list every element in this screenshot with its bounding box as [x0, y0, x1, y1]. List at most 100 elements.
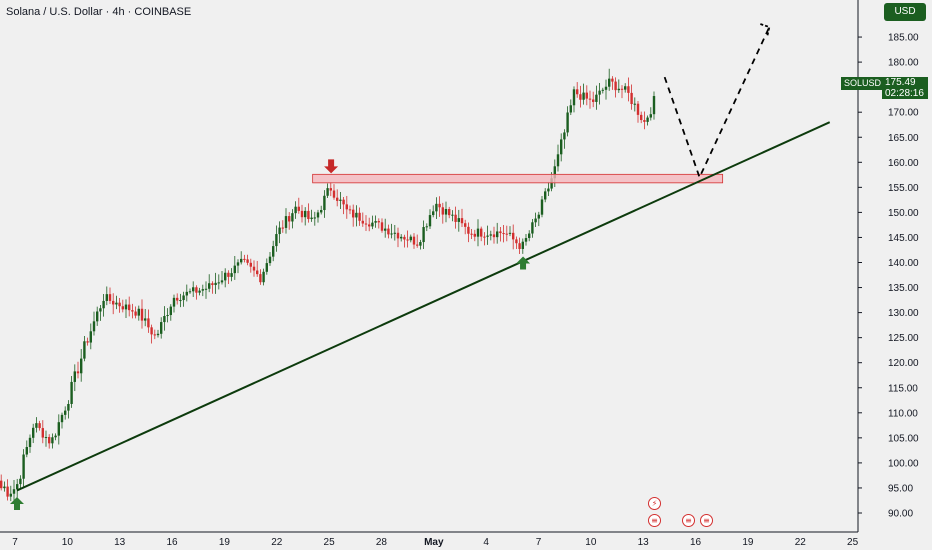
candle-body: [38, 423, 41, 429]
time-tick-label: 16: [690, 537, 702, 548]
candle: [115, 295, 118, 310]
chart-title: Solana / U.S. Dollar · 4h · COINBASE: [6, 6, 192, 18]
candle-body: [416, 244, 419, 246]
candle: [307, 203, 310, 223]
candle: [534, 212, 537, 228]
candle-body: [124, 304, 128, 310]
candle-body: [652, 96, 656, 115]
candle: [428, 209, 432, 230]
candle: [297, 197, 300, 214]
candle-body: [278, 227, 281, 235]
candle: [576, 82, 579, 98]
time-tick-label: 22: [795, 537, 807, 548]
candle: [304, 207, 307, 226]
us-flag-event-icon[interactable]: ≡: [700, 514, 713, 527]
us-flag-event-icon[interactable]: ≡: [648, 514, 661, 527]
candle: [12, 479, 16, 501]
candle: [128, 296, 131, 317]
candle: [460, 208, 464, 228]
candle: [502, 225, 505, 243]
candle-body: [80, 358, 83, 374]
candle: [96, 306, 99, 326]
candle: [166, 308, 169, 323]
candle-body: [121, 306, 124, 310]
candle: [131, 303, 134, 319]
candle-body: [233, 265, 236, 274]
candle-body: [320, 210, 323, 213]
candle-body: [67, 403, 70, 411]
time-tick-label: 13: [114, 537, 126, 548]
lightning-event-icon[interactable]: ⚡: [648, 497, 661, 510]
candle-body: [339, 199, 342, 201]
time-tick-label: 28: [376, 537, 388, 548]
candle: [60, 412, 64, 429]
candle-body: [259, 274, 262, 283]
candle-body: [89, 331, 92, 343]
candle-body: [51, 437, 54, 444]
candle-body: [300, 210, 304, 218]
candle-body: [393, 232, 396, 234]
candle: [230, 268, 233, 282]
candle-body: [457, 218, 460, 222]
candle-body: [179, 300, 182, 302]
candle: [38, 420, 41, 431]
candle-body: [649, 114, 652, 118]
candle-body: [60, 414, 64, 423]
candle: [316, 209, 320, 223]
last-price-badge: 175.49 02:28:16: [882, 77, 928, 99]
price-tick-label: 130.00: [888, 308, 919, 319]
candle-body: [480, 228, 483, 237]
candle: [64, 406, 67, 420]
candle: [454, 206, 457, 229]
candle-body: [144, 318, 147, 321]
candle-body: [540, 199, 544, 215]
candle: [76, 361, 80, 379]
candle-body: [406, 239, 409, 241]
candle: [627, 77, 630, 102]
candle: [236, 259, 240, 274]
resistance-zone[interactable]: [312, 173, 724, 184]
candle-body: [579, 94, 582, 100]
candle-body: [73, 371, 76, 382]
candle: [492, 226, 496, 244]
candle-body: [636, 103, 640, 115]
candle: [54, 433, 57, 441]
candle-body: [384, 228, 387, 231]
candle-body: [268, 256, 272, 264]
candle: [652, 91, 656, 120]
candle-body: [28, 437, 32, 448]
candle: [329, 182, 332, 197]
candle-body: [128, 304, 131, 311]
candle-body: [105, 294, 108, 301]
candle: [435, 197, 438, 219]
price-tick-label: 150.00: [888, 208, 919, 219]
candle: [281, 220, 284, 233]
projection-path[interactable]: [663, 26, 771, 180]
symbol-badge: SOLUSD: [841, 77, 885, 90]
candle: [464, 219, 467, 235]
candle: [390, 223, 393, 239]
us-flag-event-icon[interactable]: ≡: [682, 514, 695, 527]
candle-body: [387, 228, 390, 235]
candle: [566, 106, 569, 137]
candle: [387, 224, 390, 239]
candle: [604, 79, 608, 100]
candle: [19, 475, 22, 489]
candle: [633, 97, 636, 112]
support-trendline[interactable]: [16, 121, 831, 492]
candle-body: [435, 203, 438, 212]
candle: [121, 299, 124, 313]
candle: [227, 270, 230, 284]
candle: [80, 349, 83, 382]
candle: [441, 202, 444, 224]
candle-body: [19, 478, 22, 485]
candle: [448, 206, 451, 219]
candle-body: [70, 381, 73, 404]
currency-button[interactable]: USD: [884, 3, 926, 21]
candle-body: [201, 289, 204, 291]
candle-body: [44, 437, 48, 439]
candle: [416, 234, 419, 248]
time-axis[interactable]: 7 10 13 16 19 22 25 28 May 4 7 10 13 16 19 22 25: [12, 537, 858, 548]
candle-body: [560, 139, 563, 155]
